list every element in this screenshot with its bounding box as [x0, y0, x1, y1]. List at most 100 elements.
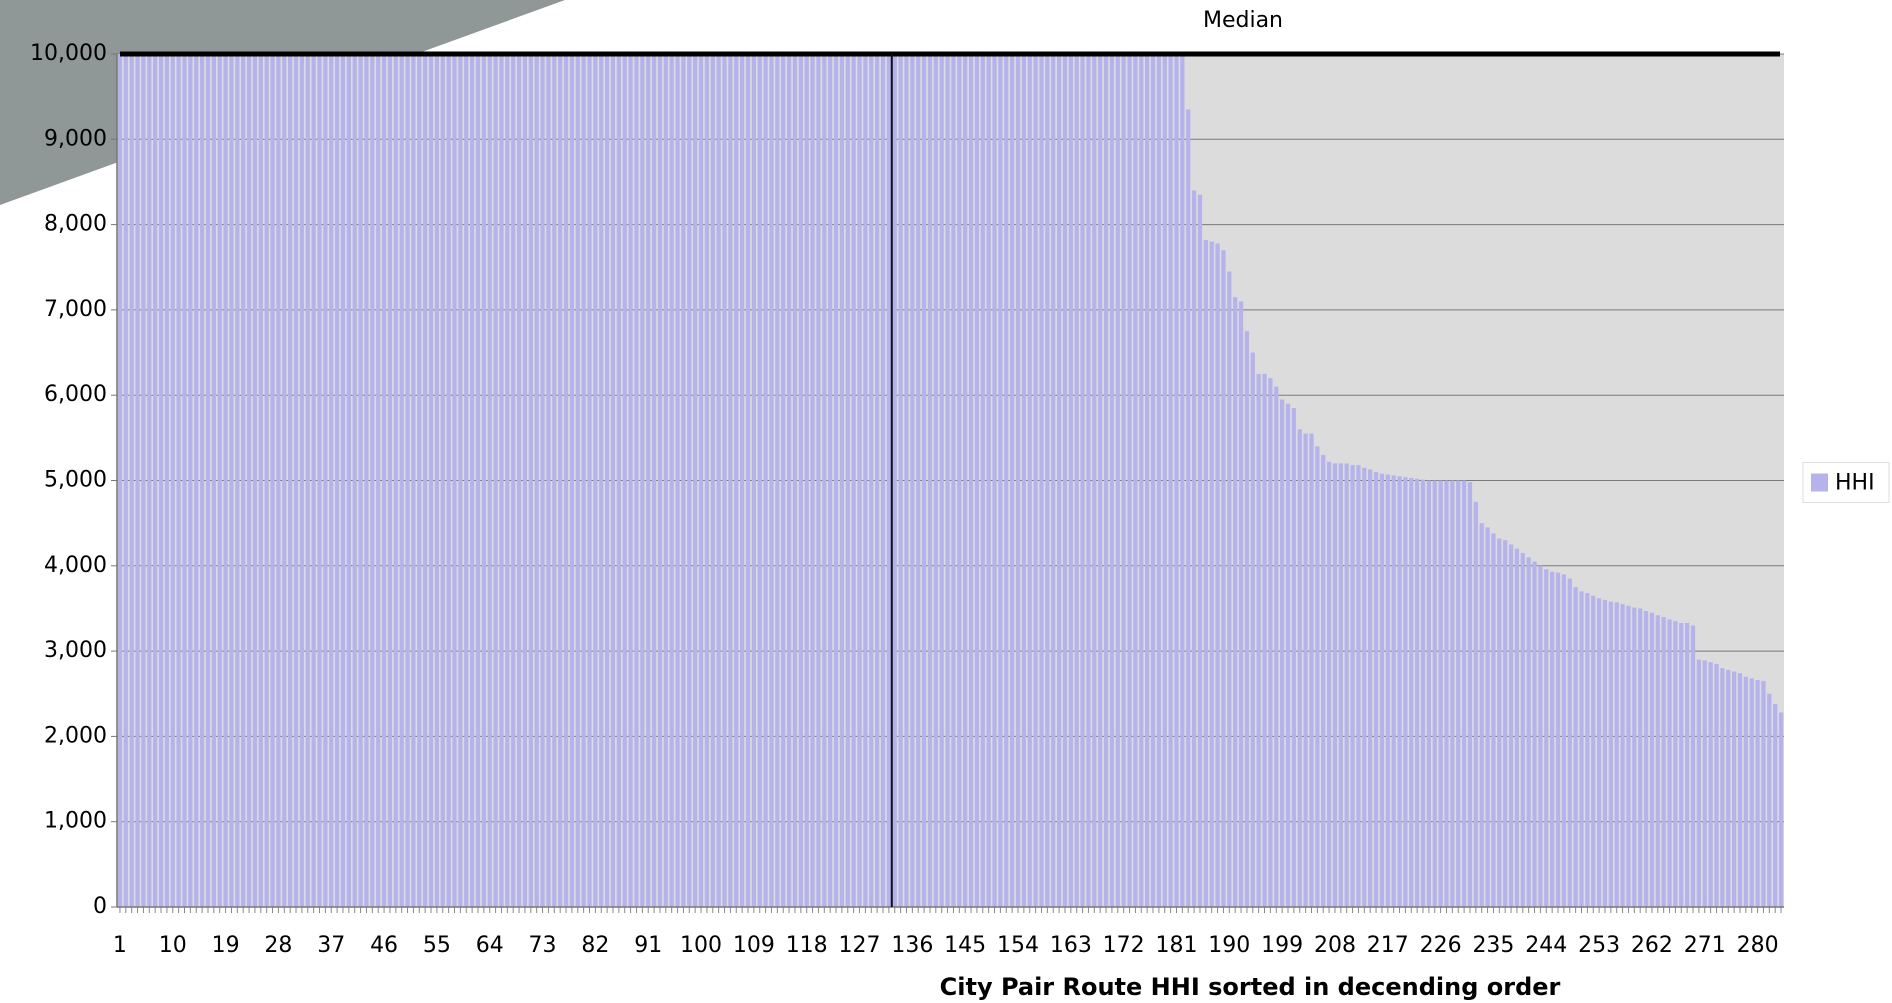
bar — [1168, 54, 1173, 907]
bar — [599, 54, 604, 907]
bar — [1555, 572, 1561, 907]
bar — [1015, 54, 1021, 907]
bar — [323, 54, 328, 907]
bar — [857, 54, 862, 907]
bar — [1385, 474, 1390, 907]
bar — [1767, 693, 1772, 907]
bar — [475, 54, 481, 907]
bar — [223, 54, 228, 907]
y-tick-label: 9,000 — [44, 126, 107, 151]
x-tick-label: 262 — [1631, 933, 1673, 958]
bar — [651, 54, 657, 907]
bar — [1227, 271, 1232, 907]
bar — [968, 54, 974, 907]
bar — [335, 54, 340, 907]
x-tick-label: 28 — [264, 933, 292, 958]
bar — [1626, 605, 1631, 907]
bar — [980, 54, 985, 907]
bar — [722, 54, 727, 907]
legend-swatch — [1811, 473, 1828, 492]
bar — [241, 54, 246, 907]
bar — [1638, 608, 1643, 907]
bar — [217, 54, 222, 907]
bar — [1479, 523, 1484, 907]
bar — [822, 54, 827, 907]
bar — [135, 54, 140, 907]
bar — [1039, 54, 1044, 907]
bar — [810, 54, 815, 907]
bar — [804, 54, 809, 907]
bar — [1585, 593, 1590, 907]
bar — [910, 54, 915, 907]
bar — [886, 54, 891, 907]
bar — [317, 54, 322, 907]
y-tick-label: 0 — [93, 894, 107, 919]
bar — [1432, 480, 1437, 907]
bar — [293, 54, 299, 907]
bar — [1444, 480, 1449, 907]
bar — [1661, 616, 1666, 907]
bar — [921, 54, 927, 907]
bar — [681, 54, 686, 907]
bar — [1550, 571, 1555, 907]
bar — [1098, 54, 1103, 907]
bar — [158, 54, 164, 907]
bar — [851, 54, 856, 907]
bar — [305, 54, 310, 907]
bar — [1450, 480, 1455, 907]
x-tick-label: 82 — [581, 933, 609, 958]
bar — [1297, 429, 1302, 907]
bar — [1655, 615, 1660, 907]
bar — [1315, 446, 1320, 907]
bar — [393, 54, 398, 907]
bar — [446, 54, 451, 907]
bar — [1514, 548, 1520, 907]
bar — [863, 54, 868, 907]
bar — [229, 54, 234, 907]
bar — [1256, 373, 1261, 907]
bar — [1074, 54, 1079, 907]
bar — [399, 54, 404, 907]
bar — [546, 54, 551, 907]
bar — [698, 54, 704, 907]
bar — [939, 54, 944, 907]
bar — [170, 54, 175, 907]
bar — [1027, 54, 1032, 907]
bar — [1596, 598, 1602, 907]
bar — [605, 54, 610, 907]
bar — [329, 54, 334, 907]
bar — [628, 54, 633, 907]
bar — [1538, 565, 1543, 907]
bar — [458, 54, 463, 907]
bar — [1174, 54, 1179, 907]
bar — [1567, 578, 1572, 907]
x-tick-label: 10 — [159, 933, 187, 958]
y-tick-label: 7,000 — [44, 297, 107, 322]
x-tick-label: 163 — [1050, 933, 1092, 958]
x-tick-label: 217 — [1367, 933, 1409, 958]
bar — [563, 54, 569, 907]
bar — [728, 54, 733, 907]
bar — [164, 54, 170, 907]
bar — [211, 54, 216, 907]
x-tick-label: 190 — [1208, 933, 1250, 958]
bar — [1467, 482, 1473, 907]
bar — [786, 54, 792, 907]
bar — [1362, 467, 1367, 907]
bar — [593, 54, 598, 907]
x-tick-label: 73 — [529, 933, 557, 958]
x-tick-label: 271 — [1684, 933, 1726, 958]
bar — [117, 54, 123, 907]
bar — [340, 54, 346, 907]
bar — [452, 54, 457, 907]
x-tick-label: 19 — [212, 933, 240, 958]
bar — [235, 54, 240, 907]
bar — [1761, 680, 1766, 907]
y-tick-label: 3,000 — [44, 638, 107, 663]
bar — [781, 54, 786, 907]
bar — [470, 54, 475, 907]
bar — [1503, 540, 1508, 907]
bar — [194, 54, 199, 907]
bar — [1004, 54, 1009, 907]
bar — [1191, 190, 1197, 908]
